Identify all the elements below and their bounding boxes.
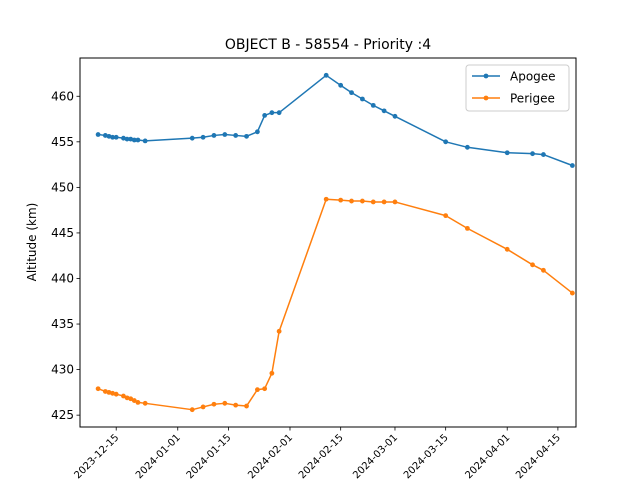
apogee-point bbox=[323, 72, 329, 78]
perigee-point bbox=[504, 246, 510, 252]
legend: Apogee Perigee bbox=[465, 64, 570, 112]
apogee-point bbox=[338, 82, 344, 88]
legend-item-perigee: Perigee bbox=[472, 92, 555, 106]
perigee-point bbox=[244, 403, 249, 409]
apogee-point bbox=[504, 150, 510, 156]
perigee-point bbox=[392, 199, 398, 205]
apogee-point bbox=[359, 96, 365, 102]
y-tick-label: 435 bbox=[51, 317, 74, 331]
perigee-point bbox=[338, 197, 344, 203]
y-tick-label: 455 bbox=[51, 135, 74, 149]
legend-marker-apogee bbox=[483, 73, 489, 79]
perigee-point bbox=[381, 199, 387, 205]
apogee-point bbox=[464, 144, 470, 150]
perigee-point bbox=[102, 389, 108, 394]
perigee-point bbox=[233, 402, 239, 408]
apogee-point bbox=[211, 133, 217, 138]
perigee-point bbox=[349, 198, 354, 204]
perigee-point bbox=[142, 400, 148, 406]
apogee-point bbox=[530, 151, 535, 157]
perigee-point bbox=[222, 400, 228, 406]
apogee-point bbox=[189, 135, 195, 141]
perigee-point bbox=[269, 370, 275, 376]
perigee-point bbox=[276, 328, 282, 334]
y-tick-label: 440 bbox=[51, 271, 74, 285]
apogee-point bbox=[200, 134, 206, 140]
perigee-point bbox=[110, 390, 115, 396]
apogee-point bbox=[443, 139, 449, 145]
perigee-point bbox=[121, 393, 126, 399]
apogee-point bbox=[113, 134, 119, 140]
apogee-point bbox=[262, 113, 268, 118]
apogee-point bbox=[222, 132, 228, 137]
apogee-point bbox=[541, 152, 546, 157]
apogee-point bbox=[276, 110, 282, 116]
perigee-point bbox=[128, 396, 134, 402]
apogee-point bbox=[131, 137, 137, 143]
apogee-point bbox=[102, 133, 108, 138]
apogee-point bbox=[269, 110, 275, 116]
apogee-point bbox=[349, 90, 354, 96]
apogee-point bbox=[569, 163, 575, 168]
perigee-point bbox=[359, 198, 365, 204]
apogee-point bbox=[128, 136, 134, 142]
apogee-series bbox=[95, 72, 575, 168]
y-axis-label: Altitude (km) bbox=[25, 203, 39, 282]
legend-marker-perigee bbox=[483, 95, 489, 101]
apogee-point bbox=[244, 133, 249, 139]
y-tick-label: 460 bbox=[51, 89, 74, 103]
apogee-point bbox=[110, 134, 115, 140]
y-tick-label: 425 bbox=[51, 408, 74, 422]
y-tick-label: 450 bbox=[51, 180, 74, 194]
legend-label-perigee: Perigee bbox=[510, 92, 555, 106]
perigee-point bbox=[323, 196, 329, 202]
apogee-point bbox=[392, 113, 398, 119]
perigee-point bbox=[135, 400, 141, 405]
y-tick-label: 430 bbox=[51, 363, 74, 377]
apogee-point bbox=[142, 138, 148, 144]
perigee-point bbox=[255, 387, 260, 393]
perigee-point bbox=[569, 290, 575, 296]
perigee-point bbox=[541, 267, 546, 273]
perigee-point bbox=[443, 213, 449, 219]
apogee-point bbox=[95, 132, 101, 137]
perigee-point bbox=[200, 404, 206, 410]
perigee-point bbox=[370, 199, 376, 205]
perigee-point bbox=[124, 395, 130, 401]
perigee-point bbox=[189, 407, 195, 413]
perigee-point bbox=[530, 262, 535, 268]
apogee-point bbox=[135, 137, 141, 143]
apogee-point bbox=[121, 135, 126, 141]
perigee-point bbox=[113, 391, 119, 397]
legend-label-apogee: Apogee bbox=[510, 70, 556, 84]
apogee-point bbox=[381, 108, 387, 114]
plot-frame bbox=[79, 57, 577, 428]
perigee-series bbox=[95, 196, 575, 413]
chart-title: OBJECT B - 58554 - Priority :4 bbox=[225, 37, 431, 53]
perigee-point bbox=[464, 225, 470, 231]
legend-item-apogee: Apogee bbox=[472, 70, 556, 84]
apogee-point bbox=[255, 129, 260, 135]
perigee-point bbox=[106, 389, 112, 395]
perigee-point bbox=[131, 398, 137, 403]
perigee-point bbox=[262, 386, 268, 392]
apogee-point bbox=[106, 133, 112, 139]
apogee-point bbox=[370, 102, 376, 108]
perigee-point bbox=[211, 401, 217, 407]
apogee-point bbox=[233, 133, 239, 138]
y-tick-label: 445 bbox=[51, 226, 74, 240]
perigee-point bbox=[95, 386, 101, 392]
apogee-point bbox=[124, 136, 130, 142]
